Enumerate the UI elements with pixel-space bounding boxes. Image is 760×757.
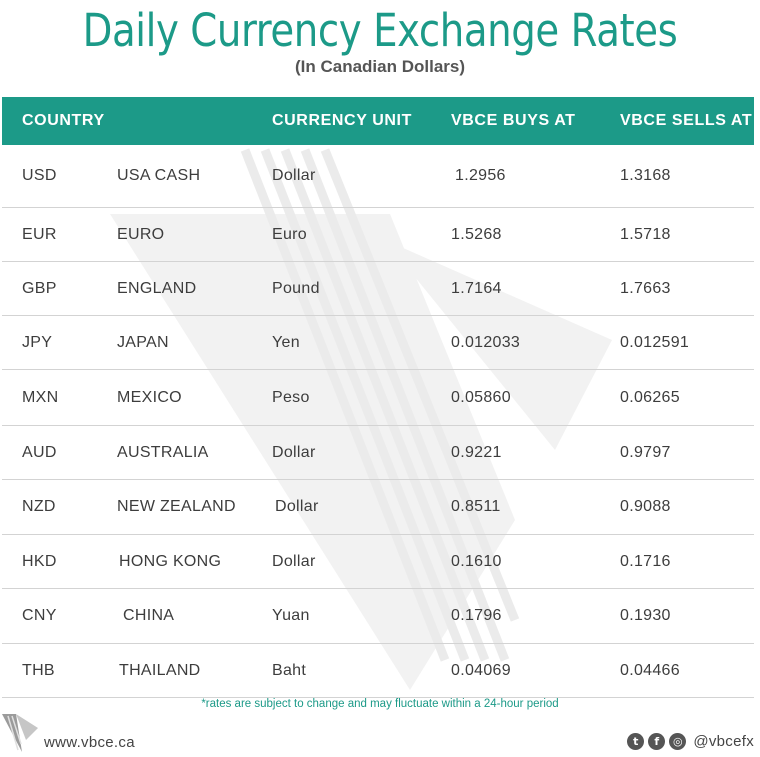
cell-currency-unit: Dollar (272, 167, 316, 184)
cell-sell-rate: 0.04466 (620, 661, 680, 679)
table-header: COUNTRY CURRENCY UNIT VBCE BUYS AT VBCE … (2, 97, 754, 145)
cell-code: MXN (22, 388, 59, 406)
cell-currency-unit: Yuan (272, 607, 310, 624)
cell-sell-rate: 0.1930 (620, 607, 671, 624)
cell-buy-rate: 1.7164 (451, 279, 502, 297)
cell-sell-rate: 1.3168 (620, 167, 671, 184)
cell-country: MEXICO (117, 388, 182, 406)
cell-buy-rate: 0.012033 (451, 333, 521, 351)
page-subtitle: (In Canadian Dollars) (294, 57, 466, 76)
cell-buy-rate: 0.05860 (451, 388, 511, 406)
page-title: Daily Currency Exchange Rates (82, 4, 678, 57)
header-sells-at: VBCE SELLS AT (620, 112, 753, 129)
cell-code: GBP (22, 279, 57, 297)
cell-currency-unit: Dollar (272, 443, 316, 461)
exchange-rate-table: COUNTRY CURRENCY UNIT VBCE BUYS AT VBCE … (2, 97, 754, 698)
social-links: t f ◎ @vbcefx (627, 733, 754, 750)
cell-buy-rate: 0.1796 (451, 607, 502, 624)
table-row: NZD NEW ZEALAND Dollar 0.8511 0.9088 (2, 480, 754, 535)
cell-code: JPY (22, 333, 53, 351)
cell-code: THB (22, 661, 55, 679)
header-buys-at: VBCE BUYS AT (451, 112, 576, 129)
cell-country: CHINA (123, 607, 175, 624)
table-row: HKD HONG KONG Dollar 0.1610 0.1716 (2, 535, 754, 589)
cell-sell-rate: 1.7663 (620, 279, 671, 297)
social-handle[interactable]: @vbcefx (693, 733, 754, 750)
twitter-icon[interactable]: t (627, 733, 645, 750)
cell-sell-rate: 0.06265 (620, 388, 680, 406)
cell-country: EURO (117, 225, 165, 243)
cell-sell-rate: 1.5718 (620, 225, 671, 243)
table-row: THB THAILAND Baht 0.04069 0.04466 (2, 644, 754, 698)
table-row: GBP ENGLAND Pound 1.7164 1.7663 (2, 262, 754, 316)
cell-code: CNY (22, 607, 57, 624)
cell-sell-rate: 0.012591 (620, 333, 690, 351)
table-row: MXN MEXICO Peso 0.05860 0.06265 (2, 370, 754, 426)
cell-code: USD (22, 167, 57, 184)
table-body: USD USA CASH Dollar 1.2956 1.3168 EUR EURO Euro… (2, 145, 754, 698)
instagram-icon[interactable]: ◎ (669, 733, 687, 750)
cell-country: HONG KONG (119, 552, 222, 570)
cell-buy-rate: 0.04069 (451, 661, 511, 679)
cell-buy-rate: 1.5268 (451, 225, 502, 243)
cell-buy-rate: 1.2956 (455, 167, 506, 184)
cell-country: NEW ZEALAND (117, 498, 236, 515)
cell-country: ENGLAND (117, 279, 197, 297)
cell-code: EUR (22, 225, 57, 243)
facebook-icon[interactable]: f (648, 733, 666, 750)
cell-buy-rate: 0.9221 (451, 443, 502, 461)
cell-sell-rate: 0.9088 (620, 498, 671, 515)
table-row: CNY CHINA Yuan 0.1796 0.1930 (2, 589, 754, 644)
table-row: USD USA CASH Dollar 1.2956 1.3168 (2, 145, 754, 208)
cell-code: AUD (22, 443, 57, 461)
cell-currency-unit: Peso (272, 388, 310, 406)
table-row: JPY JAPAN Yen 0.012033 0.012591 (2, 316, 754, 370)
table-row: AUD AUSTRALIA Dollar 0.9221 0.9797 (2, 426, 754, 480)
header-currency-unit: CURRENCY UNIT (272, 112, 412, 129)
header-country: COUNTRY (22, 112, 105, 129)
vbce-logo (2, 714, 38, 752)
table-row: EUR EURO Euro 1.5268 1.5718 (2, 208, 754, 262)
website-link[interactable]: www.vbce.ca (44, 734, 135, 751)
rates-footnote: *rates are subject to change and may flu… (201, 698, 559, 710)
cell-currency-unit: Dollar (272, 552, 316, 570)
cell-currency-unit: Pound (272, 279, 320, 297)
cell-currency-unit: Yen (272, 333, 300, 351)
cell-country: JAPAN (117, 333, 169, 351)
cell-buy-rate: 0.1610 (451, 552, 502, 570)
cell-currency-unit: Dollar (275, 498, 319, 515)
cell-buy-rate: 0.8511 (451, 498, 501, 515)
cell-country: USA CASH (117, 167, 201, 184)
cell-sell-rate: 0.1716 (620, 552, 671, 570)
cell-sell-rate: 0.9797 (620, 443, 671, 461)
cell-currency-unit: Euro (272, 225, 307, 243)
cell-currency-unit: Baht (272, 661, 307, 679)
cell-code: NZD (22, 498, 56, 515)
cell-country: AUSTRALIA (117, 443, 209, 461)
cell-country: THAILAND (119, 661, 201, 679)
cell-code: HKD (22, 552, 57, 570)
